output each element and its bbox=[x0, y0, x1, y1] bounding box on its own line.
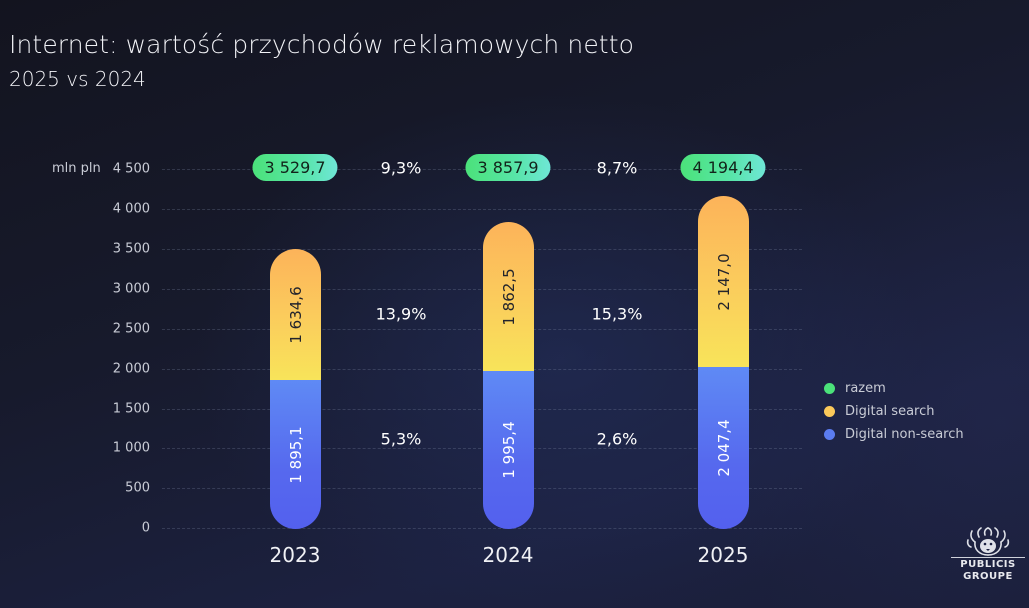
gridline bbox=[162, 369, 802, 370]
gridline bbox=[162, 209, 802, 210]
y-tick: 0 bbox=[141, 520, 150, 536]
gridline bbox=[162, 289, 802, 290]
x-label-2025: 2025 bbox=[697, 543, 749, 567]
legend: razem Digital search Digital non-search bbox=[824, 377, 964, 446]
bar-segment-nonsearch: 2 047,4 bbox=[698, 367, 749, 529]
y-tick: 4 000 bbox=[112, 201, 150, 217]
growth-search-2025: 15,3% bbox=[591, 304, 643, 324]
legend-label: Digital non-search bbox=[845, 427, 964, 442]
gridline bbox=[162, 528, 802, 529]
y-tick: 2 500 bbox=[112, 321, 150, 337]
y-tick: 1 000 bbox=[112, 440, 150, 456]
total-pill-2023: 3 529,7 bbox=[252, 154, 338, 181]
growth-total-2025: 8,7% bbox=[596, 158, 638, 178]
gridline bbox=[162, 448, 802, 449]
y-tick: 2 000 bbox=[112, 361, 150, 377]
gridline bbox=[162, 249, 802, 250]
legend-item-digital-search: Digital search bbox=[824, 400, 964, 423]
total-pill-2024: 3 857,9 bbox=[465, 154, 551, 181]
x-label-2023: 2023 bbox=[269, 543, 321, 567]
bar-segment-search: 1 862,5 bbox=[483, 222, 534, 371]
y-axis-unit: mln pln bbox=[52, 161, 101, 176]
bar-value-search: 1 634,6 bbox=[286, 285, 305, 344]
legend-dot-icon bbox=[824, 429, 835, 440]
y-tick: 1 500 bbox=[112, 401, 150, 417]
publicis-logo: PUBLICIS GROUPE bbox=[951, 527, 1025, 583]
bar-segment-search: 1 634,6 bbox=[270, 249, 321, 380]
bar-value-nonsearch: 2 047,4 bbox=[714, 419, 733, 477]
gridline bbox=[162, 409, 802, 410]
legend-item-digital-non-search: Digital non-search bbox=[824, 423, 964, 446]
bar-value-search: 1 862,5 bbox=[499, 267, 518, 326]
gridline bbox=[162, 488, 802, 489]
logo-line1: PUBLICIS bbox=[951, 557, 1025, 571]
bar-value-nonsearch: 1 995,4 bbox=[499, 421, 518, 479]
growth-search-2024: 13,9% bbox=[375, 304, 427, 324]
legend-label: Digital search bbox=[845, 404, 935, 419]
bar-value-search: 2 147,0 bbox=[714, 252, 733, 311]
bar-value-nonsearch: 1 895,1 bbox=[286, 425, 305, 484]
growth-total-2024: 9,3% bbox=[380, 158, 422, 178]
legend-item-razem: razem bbox=[824, 377, 964, 400]
logo-line2: GROUPE bbox=[963, 571, 1013, 582]
bar-segment-nonsearch: 1 895,1 bbox=[270, 380, 321, 529]
bar-segment-search: 2 147,0 bbox=[698, 196, 749, 367]
chart-title: Internet: wartość przychodów reklamowych… bbox=[9, 30, 635, 59]
total-pill-2025: 4 194,4 bbox=[680, 154, 766, 181]
chart-subtitle: 2025 vs 2024 bbox=[9, 67, 146, 91]
bar-segment-nonsearch: 1 995,4 bbox=[483, 371, 534, 529]
gridline bbox=[162, 329, 802, 330]
x-label-2024: 2024 bbox=[482, 543, 534, 567]
growth-nonsearch-2024: 5,3% bbox=[380, 429, 422, 449]
bar-2024: 1 862,5 1 995,4 bbox=[483, 222, 534, 529]
legend-dot-icon bbox=[824, 383, 835, 394]
growth-nonsearch-2025: 2,6% bbox=[596, 429, 638, 449]
y-tick: 3 000 bbox=[112, 281, 150, 297]
bar-2023: 1 634,6 1 895,1 bbox=[270, 249, 321, 529]
legend-dot-icon bbox=[824, 406, 835, 417]
bar-2025: 2 147,0 2 047,4 bbox=[698, 196, 749, 529]
y-tick: 3 500 bbox=[112, 241, 150, 257]
legend-label: razem bbox=[845, 381, 886, 396]
y-tick: 500 bbox=[125, 480, 150, 496]
lion-head-icon bbox=[966, 527, 1010, 556]
y-tick: 4 500 bbox=[112, 161, 150, 177]
